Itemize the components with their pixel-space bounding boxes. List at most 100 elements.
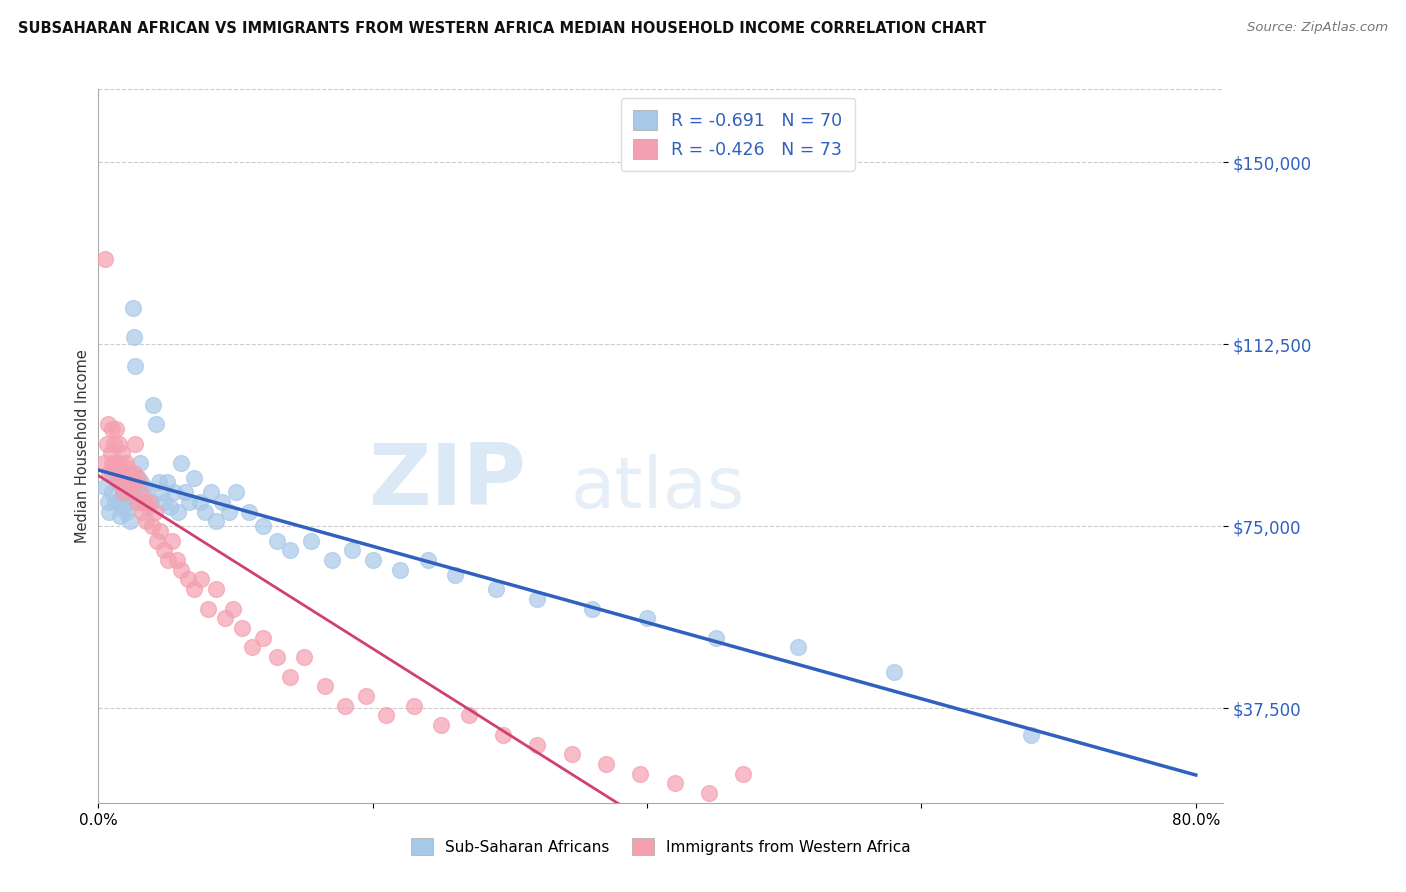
Point bbox=[121, 475, 143, 490]
Point bbox=[321, 553, 343, 567]
Point bbox=[266, 650, 288, 665]
Point bbox=[197, 601, 219, 615]
Point bbox=[128, 485, 150, 500]
Point bbox=[159, 500, 181, 514]
Point bbox=[183, 470, 205, 484]
Point bbox=[115, 460, 138, 475]
Point bbox=[595, 756, 617, 771]
Y-axis label: Median Household Income: Median Household Income bbox=[75, 349, 90, 543]
Point bbox=[697, 786, 720, 800]
Point bbox=[131, 495, 153, 509]
Point bbox=[98, 466, 121, 480]
Point bbox=[101, 466, 124, 480]
Point bbox=[581, 601, 603, 615]
Point bbox=[266, 533, 288, 548]
Point bbox=[115, 475, 138, 490]
Point bbox=[129, 475, 152, 490]
Point bbox=[135, 514, 157, 528]
Point bbox=[526, 591, 548, 606]
Point bbox=[177, 495, 200, 509]
Point bbox=[115, 504, 138, 518]
Point bbox=[93, 456, 115, 470]
Point bbox=[153, 495, 176, 509]
Text: ZIP: ZIP bbox=[368, 440, 526, 524]
Point bbox=[101, 485, 124, 500]
Point bbox=[361, 553, 384, 567]
Point bbox=[132, 495, 155, 509]
Point bbox=[218, 504, 240, 518]
Point bbox=[162, 533, 184, 548]
Point bbox=[211, 495, 233, 509]
Point bbox=[115, 470, 138, 484]
Point bbox=[121, 301, 143, 315]
Point bbox=[120, 485, 142, 500]
Point bbox=[136, 500, 159, 514]
Point bbox=[190, 573, 212, 587]
Point bbox=[117, 475, 139, 490]
Point bbox=[200, 485, 222, 500]
Point bbox=[128, 456, 150, 470]
Point bbox=[122, 330, 145, 344]
Point bbox=[141, 519, 163, 533]
Point bbox=[225, 485, 247, 500]
Point bbox=[112, 470, 135, 484]
Text: atlas: atlas bbox=[571, 454, 745, 524]
Point bbox=[135, 485, 157, 500]
Point bbox=[173, 485, 195, 500]
Point bbox=[188, 495, 211, 509]
Point bbox=[214, 611, 236, 625]
Point bbox=[104, 460, 127, 475]
Point bbox=[194, 504, 217, 518]
Point bbox=[94, 252, 117, 266]
Point bbox=[148, 475, 170, 490]
Point bbox=[314, 679, 336, 693]
Point bbox=[120, 490, 142, 504]
Point bbox=[97, 417, 120, 432]
Point bbox=[167, 504, 190, 518]
Point bbox=[101, 456, 124, 470]
Point bbox=[636, 611, 658, 625]
Point bbox=[115, 485, 138, 500]
Point bbox=[124, 436, 146, 450]
Point bbox=[157, 553, 180, 567]
Point bbox=[170, 456, 193, 470]
Point bbox=[150, 485, 173, 500]
Point bbox=[444, 567, 467, 582]
Point bbox=[183, 582, 205, 597]
Point bbox=[176, 573, 198, 587]
Point bbox=[664, 776, 686, 790]
Point bbox=[280, 543, 302, 558]
Point bbox=[115, 456, 138, 470]
Point bbox=[142, 398, 165, 412]
Point bbox=[112, 485, 135, 500]
Point bbox=[105, 470, 128, 484]
Point bbox=[252, 519, 274, 533]
Point bbox=[733, 766, 755, 780]
Point bbox=[354, 689, 377, 703]
Point bbox=[105, 422, 128, 436]
Point bbox=[402, 698, 425, 713]
Point bbox=[105, 456, 128, 470]
Point bbox=[156, 475, 179, 490]
Point bbox=[485, 582, 508, 597]
Point bbox=[492, 728, 515, 742]
Point bbox=[280, 670, 302, 684]
Point bbox=[231, 621, 253, 635]
Point bbox=[125, 495, 148, 509]
Point bbox=[111, 446, 134, 460]
Point bbox=[114, 485, 136, 500]
Point bbox=[335, 698, 357, 713]
Point bbox=[163, 485, 186, 500]
Point bbox=[143, 504, 166, 518]
Point bbox=[118, 470, 141, 484]
Point bbox=[205, 582, 228, 597]
Text: SUBSAHARAN AFRICAN VS IMMIGRANTS FROM WESTERN AFRICA MEDIAN HOUSEHOLD INCOME COR: SUBSAHARAN AFRICAN VS IMMIGRANTS FROM WE… bbox=[18, 21, 987, 36]
Point bbox=[153, 543, 176, 558]
Point bbox=[883, 665, 905, 679]
Point bbox=[205, 514, 228, 528]
Point bbox=[252, 631, 274, 645]
Point bbox=[561, 747, 583, 762]
Point bbox=[457, 708, 479, 723]
Point bbox=[122, 466, 145, 480]
Point bbox=[145, 417, 167, 432]
